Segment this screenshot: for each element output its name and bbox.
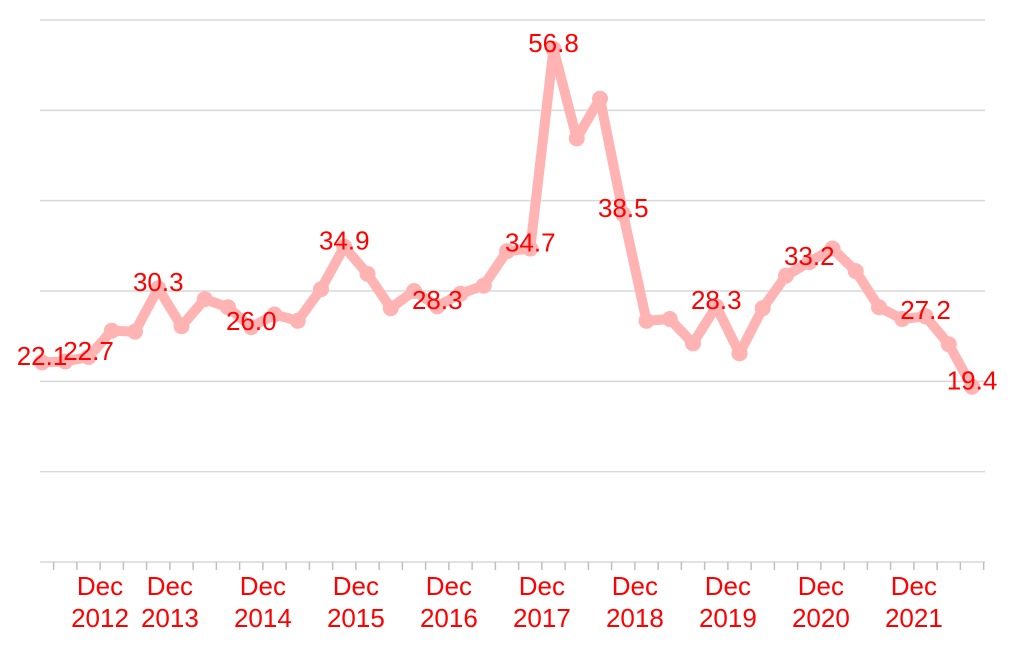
- point: [173, 318, 190, 335]
- point: [894, 311, 911, 328]
- data-label: 28.3: [691, 285, 742, 315]
- point: [940, 336, 957, 353]
- data-label: 26.0: [226, 306, 277, 336]
- point: [801, 254, 818, 271]
- point: [522, 240, 539, 257]
- data-label: 33.2: [784, 241, 835, 271]
- x-tick-label: Dec 2016: [419, 571, 478, 633]
- point: [778, 267, 794, 284]
- point: [499, 243, 515, 260]
- data-label: 34.9: [319, 226, 370, 256]
- x-tick-label: Dec 2015: [326, 571, 385, 633]
- data-label: 30.3: [133, 267, 184, 297]
- point: [592, 90, 608, 107]
- point: [708, 298, 725, 315]
- point: [336, 238, 353, 255]
- point: [661, 311, 678, 328]
- point: [243, 319, 260, 336]
- point: [127, 323, 143, 340]
- point: [359, 265, 376, 282]
- point: [685, 335, 701, 352]
- point: [545, 40, 562, 57]
- point: [34, 354, 50, 371]
- data-label: 56.8: [528, 28, 579, 58]
- point: [150, 280, 167, 297]
- point: [103, 322, 120, 339]
- x-tick-label: Dec 2013: [140, 571, 199, 633]
- data-label: 22.7: [63, 336, 114, 366]
- x-tick-label: Dec 2014: [233, 571, 292, 633]
- x-tick-label: Dec 2012: [71, 571, 129, 633]
- point: [847, 263, 864, 280]
- line: [41, 43, 977, 390]
- point: [313, 281, 329, 298]
- point: [289, 312, 306, 329]
- point: [429, 298, 446, 315]
- point: [731, 345, 748, 362]
- data-label: 28.3: [412, 285, 463, 315]
- point: [964, 378, 980, 395]
- point: [220, 299, 236, 316]
- x-tick-label: Dec 2017: [512, 571, 571, 633]
- point: [824, 240, 841, 257]
- point: [382, 300, 399, 317]
- point: [266, 306, 283, 323]
- x-tick-label: Dec 2018: [605, 571, 664, 633]
- point: [80, 348, 97, 365]
- data-label: 38.5: [598, 193, 649, 223]
- point: [406, 283, 422, 299]
- point: [871, 299, 887, 316]
- point: [452, 285, 469, 302]
- data-label: 27.2: [900, 295, 951, 325]
- data-label: 34.7: [505, 227, 556, 257]
- data-label: 22.1: [17, 341, 68, 371]
- point: [568, 130, 585, 147]
- point: [57, 353, 74, 370]
- data-label: 19.4: [947, 366, 998, 396]
- point: [615, 206, 632, 223]
- point: [638, 312, 655, 329]
- point: [917, 308, 934, 325]
- x-tick-label: Dec 2021: [884, 571, 943, 633]
- point: [196, 291, 213, 308]
- x-tick-label: Dec 2020: [791, 571, 850, 633]
- point: [475, 277, 492, 294]
- point: [754, 300, 771, 317]
- x-tick-label: Dec 2019: [698, 571, 757, 633]
